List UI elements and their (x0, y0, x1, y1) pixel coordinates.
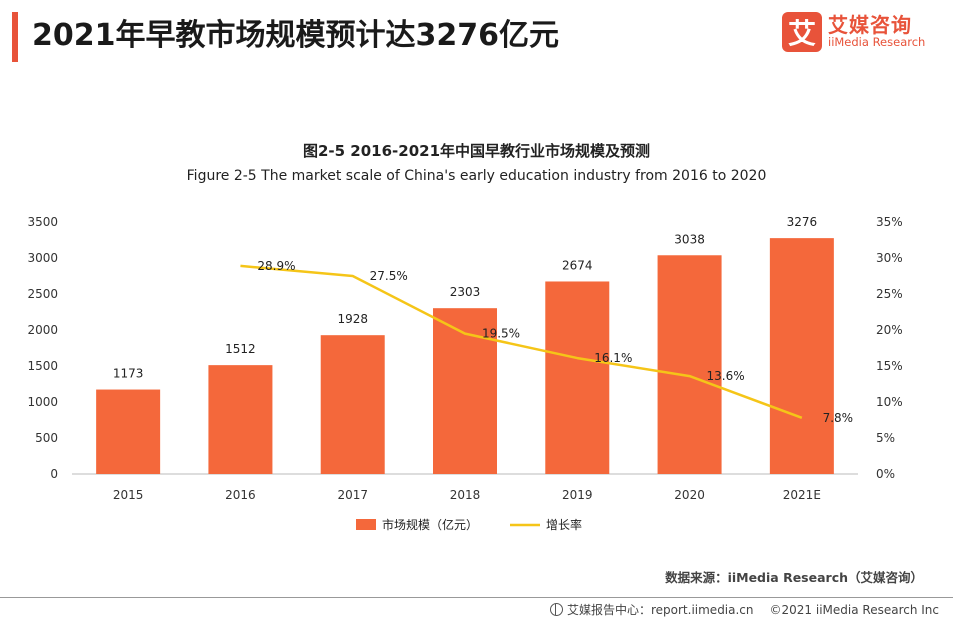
page-title: 2021年早教市场规模预计达3276亿元 (32, 18, 559, 53)
bar-value-label: 2303 (450, 285, 481, 299)
y-right-tick-label: 20% (876, 323, 903, 337)
x-tick-label: 2020 (674, 488, 705, 502)
y-right-tick-label: 10% (876, 395, 903, 409)
y-right-tick-label: 15% (876, 359, 903, 373)
bar-value-label: 1512 (225, 342, 256, 356)
y-right-tick-label: 35% (876, 215, 903, 229)
footer: 艾媒报告中心：report.iimedia.cn ©2021 iiMedia R… (549, 601, 939, 618)
iimedia-logo: 艾 艾媒咨询 iiMedia Research (782, 12, 925, 52)
y-left-tick-label: 500 (35, 431, 58, 445)
data-source: 数据来源：iiMedia Research（艾媒咨询） (665, 570, 923, 585)
logo-text: 艾媒咨询 iiMedia Research (828, 13, 926, 50)
bar-value-label: 3038 (674, 232, 705, 246)
y-right-tick-label: 0% (876, 467, 895, 481)
footer-copyright: ©2021 iiMedia Research Inc (769, 602, 939, 617)
x-tick-label: 2019 (562, 488, 593, 502)
growth-rate-label: 16.1% (594, 351, 632, 365)
growth-rate-label: 7.8% (823, 411, 854, 425)
growth-rate-line (240, 264, 803, 420)
bar (657, 255, 722, 474)
bar (96, 389, 161, 474)
bar (320, 335, 385, 474)
market-scale-chart: 0 500 1000 1500 2000 2500 3000 3500 0% 5% 10% 15% 20… (27, 215, 903, 532)
globe-icon (549, 603, 563, 616)
chart-title: 图2-5 2016-2021年中国早教行业市场规模及预测 (302, 142, 651, 160)
growth-rate-label: 27.5% (370, 269, 408, 283)
bar (769, 238, 834, 474)
logo-cn: 艾媒咨询 (828, 13, 912, 38)
logo-mark: 艾 (782, 12, 822, 52)
legend-bar-label: 市场规模（亿元） (382, 517, 478, 532)
y-left-tick-label: 3000 (27, 251, 58, 265)
y-left-tick-label: 2000 (27, 323, 58, 337)
x-tick-label: 2018 (450, 488, 481, 502)
footer-divider (0, 597, 953, 598)
bar (433, 308, 497, 474)
y-right-tick-label: 30% (876, 251, 903, 265)
footer-report-link[interactable]: 艾媒报告中心：report.iimedia.cn (566, 603, 754, 617)
growth-rate-label: 28.9% (257, 259, 295, 273)
chart-subtitle: Figure 2-5 The market scale of China's e… (186, 168, 767, 184)
bar (208, 365, 273, 474)
bar-value-label: 1173 (113, 367, 144, 381)
bar (545, 281, 610, 474)
legend-bar-swatch (356, 519, 376, 530)
bar-value-label: 2674 (562, 258, 593, 272)
header-accent-bar (12, 12, 18, 62)
x-tick-label: 2021E (783, 488, 821, 502)
y-right-tick-label: 25% (876, 287, 903, 301)
y-right-tick-label: 5% (876, 431, 895, 445)
x-tick-label: 2016 (225, 488, 256, 502)
bar-value-label: 1928 (337, 312, 368, 326)
growth-rate-label: 13.6% (707, 369, 745, 383)
y-left-tick-label: 1000 (27, 395, 58, 409)
x-tick-label: 2017 (337, 488, 368, 502)
x-tick-label: 2015 (113, 488, 144, 502)
y-left-tick-label: 2500 (27, 287, 58, 301)
y-left-tick-label: 0 (50, 467, 58, 481)
logo-en: iiMedia Research (828, 35, 926, 50)
bar-value-label: 3276 (787, 215, 818, 229)
y-left-tick-label: 1500 (27, 359, 58, 373)
growth-rate-label: 19.5% (482, 327, 520, 341)
legend-line-label: 增长率 (546, 517, 582, 532)
y-left-tick-label: 3500 (27, 215, 58, 229)
